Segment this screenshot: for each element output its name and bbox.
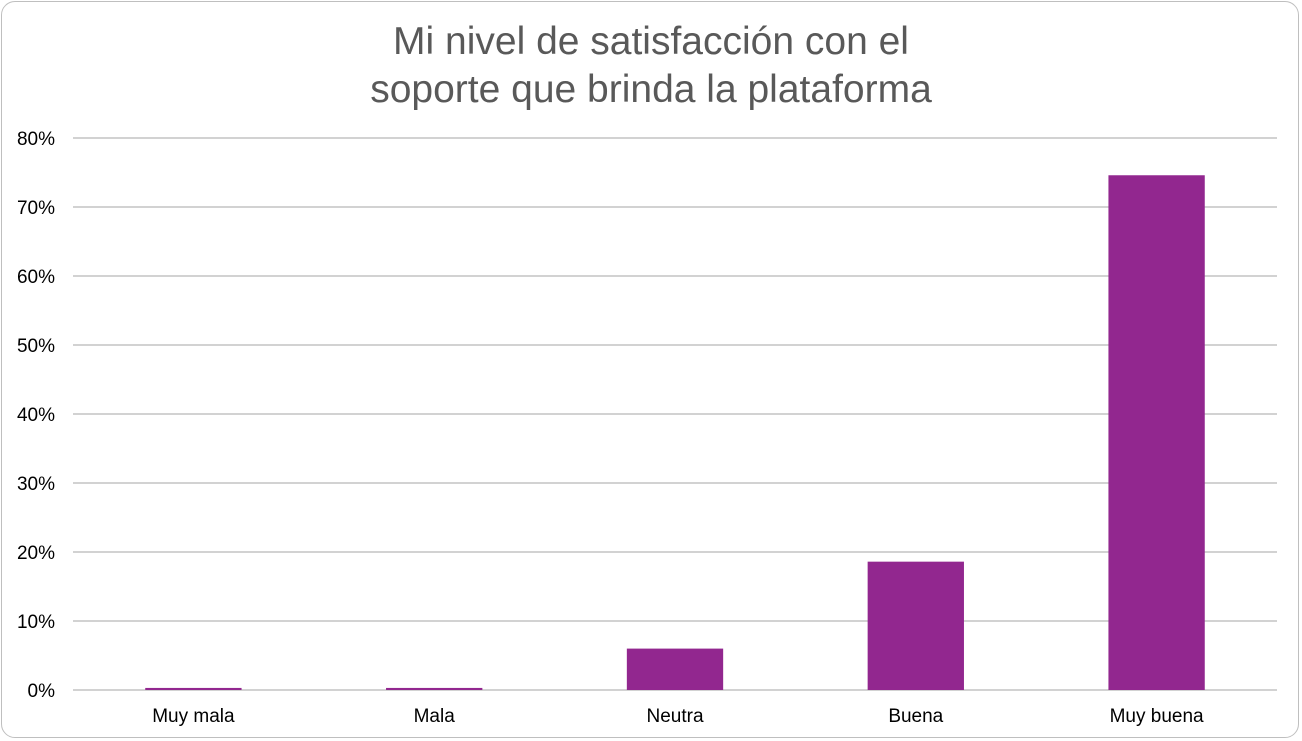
- bar-muy-mala: [145, 687, 242, 690]
- bar-mala: [386, 687, 483, 690]
- x-axis-category-labels: Muy mala Mala Neutra Buena Muy buena: [152, 706, 1204, 727]
- y-tick-label: 40%: [17, 405, 55, 426]
- y-tick-label: 70%: [17, 198, 55, 219]
- bar-muy-buena: [1108, 175, 1205, 690]
- y-tick-label: 50%: [17, 336, 55, 357]
- chart-title-line-1: Mi nivel de satisfacción con el: [393, 20, 909, 63]
- gridlines: [73, 137, 1277, 691]
- x-category-label: Neutra: [646, 706, 703, 727]
- y-tick-label: 20%: [17, 543, 55, 564]
- y-tick-label: 60%: [17, 267, 55, 288]
- x-category-label: Mala: [414, 706, 456, 727]
- bars: [145, 175, 1205, 690]
- chart-title: Mi nivel de satisfacción con el soporte …: [0, 18, 1302, 114]
- x-category-label: Muy buena: [1110, 706, 1204, 727]
- y-tick-label: 0%: [28, 681, 56, 702]
- x-category-label: Buena: [888, 706, 943, 727]
- y-tick-label: 30%: [17, 474, 55, 495]
- y-tick-label: 10%: [17, 612, 55, 633]
- chart-title-line-2: soporte que brinda la plataforma: [370, 68, 932, 111]
- y-axis-tick-labels: 0% 10% 20% 30% 40% 50% 60% 70% 80%: [17, 129, 55, 702]
- bar-neutra: [626, 648, 724, 690]
- x-category-label: Muy mala: [152, 706, 235, 727]
- bar-buena: [867, 561, 964, 690]
- y-tick-label: 80%: [17, 129, 55, 150]
